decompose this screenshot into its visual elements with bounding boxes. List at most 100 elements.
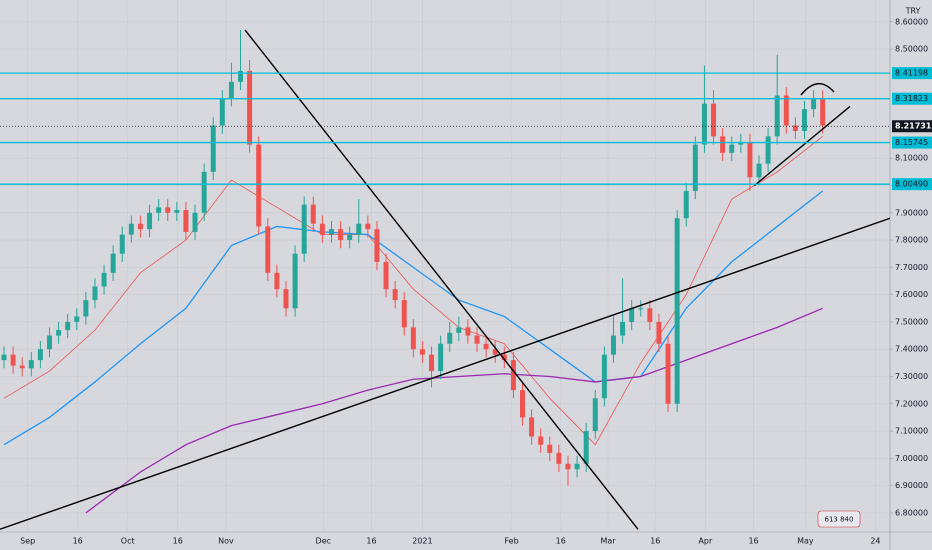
candle-body bbox=[629, 308, 635, 322]
candle-body bbox=[265, 226, 271, 273]
y-tick-label: 7.20000 bbox=[895, 399, 928, 408]
x-tick-label: 16 bbox=[556, 537, 566, 546]
level-label-box bbox=[892, 67, 932, 80]
level-label: 8.41198 bbox=[895, 69, 928, 78]
plot-area bbox=[0, 29, 890, 530]
candle-body bbox=[365, 223, 371, 230]
candle-body bbox=[183, 210, 189, 232]
candle-body bbox=[292, 253, 298, 309]
candle-body bbox=[338, 229, 344, 241]
arc-drawing bbox=[800, 83, 835, 96]
candle-body bbox=[56, 330, 62, 336]
y-tick-label: 6.80000 bbox=[895, 508, 928, 517]
candle-body bbox=[438, 343, 444, 372]
candle-body bbox=[392, 289, 398, 301]
candle-body bbox=[301, 204, 307, 254]
y-tick-label: 6.90000 bbox=[895, 481, 928, 490]
trendline bbox=[0, 217, 890, 530]
x-tick-label: 24 bbox=[870, 537, 880, 546]
candle-body bbox=[520, 390, 526, 418]
candle-body bbox=[274, 272, 280, 290]
y-tick-label: 7.40000 bbox=[895, 345, 928, 354]
candle-body bbox=[547, 444, 553, 453]
candle-body bbox=[429, 354, 435, 372]
x-tick-label: Oct bbox=[121, 537, 135, 546]
moving-average bbox=[3, 190, 824, 446]
level-label: 8.15745 bbox=[895, 138, 928, 147]
y-tick-label: 8.10000 bbox=[895, 154, 928, 163]
candle-body bbox=[574, 463, 580, 470]
candle-body bbox=[820, 98, 826, 126]
candle-body bbox=[46, 335, 52, 350]
candle-body bbox=[128, 223, 134, 235]
candle-body bbox=[801, 109, 807, 131]
candle-body bbox=[19, 365, 25, 369]
x-tick-label: Nov bbox=[218, 537, 234, 546]
candle-body bbox=[247, 70, 253, 145]
level-label: 8.00490 bbox=[895, 180, 928, 189]
candle-body bbox=[137, 223, 143, 230]
candle-body bbox=[347, 234, 353, 241]
candle-body bbox=[192, 212, 198, 232]
candle-body bbox=[147, 212, 153, 230]
candle-body bbox=[401, 300, 407, 328]
x-tick-label: 16 bbox=[366, 537, 376, 546]
candle-body bbox=[356, 223, 362, 235]
candle-body bbox=[774, 95, 780, 137]
candle-body bbox=[738, 141, 744, 145]
x-tick-label: Feb bbox=[505, 537, 519, 546]
candle-body bbox=[119, 234, 125, 254]
moving-average bbox=[85, 307, 823, 514]
trendline bbox=[244, 29, 639, 530]
x-tick-label: Mar bbox=[600, 537, 616, 546]
level-label: 8.31823 bbox=[895, 94, 928, 103]
y-tick-label: 7.70000 bbox=[895, 263, 928, 272]
last-price-box bbox=[892, 120, 932, 133]
candle-body bbox=[83, 300, 89, 317]
candle-body bbox=[92, 286, 98, 301]
candle-body bbox=[210, 125, 216, 172]
x-tick-label: 16 bbox=[73, 537, 83, 546]
moving-average bbox=[3, 136, 823, 446]
candle-body bbox=[28, 360, 34, 369]
candle-body bbox=[729, 144, 735, 153]
badge: 613 840 bbox=[825, 516, 854, 524]
level-label-box bbox=[892, 92, 932, 105]
candle-body bbox=[410, 327, 416, 350]
y-tick-label: 7.30000 bbox=[895, 372, 928, 381]
x-tick-label: Apr bbox=[698, 537, 713, 546]
candle-body bbox=[456, 327, 462, 333]
x-tick-label: 16 bbox=[650, 537, 660, 546]
candle-body bbox=[811, 98, 817, 110]
candle-body bbox=[674, 218, 680, 404]
candle-body bbox=[501, 354, 507, 361]
badge-box bbox=[817, 510, 861, 528]
candle-body bbox=[110, 253, 116, 273]
currency-unit: TRY bbox=[905, 7, 921, 16]
candle-body bbox=[419, 349, 425, 355]
candle-body bbox=[228, 81, 234, 99]
candle-body bbox=[638, 308, 644, 310]
candle-body bbox=[65, 321, 71, 331]
candle-body bbox=[10, 354, 16, 366]
candle-body bbox=[74, 316, 80, 322]
candle-body bbox=[238, 70, 244, 82]
candle-body bbox=[647, 308, 653, 322]
candle-body bbox=[174, 210, 180, 213]
candle-body bbox=[620, 321, 626, 336]
level-label-box bbox=[892, 178, 932, 191]
candle-body bbox=[711, 103, 717, 137]
x-tick-label: May bbox=[797, 537, 814, 546]
candle-body bbox=[720, 136, 726, 153]
candle-body bbox=[319, 223, 325, 235]
candle-body bbox=[656, 321, 662, 344]
x-tick-label: 16 bbox=[173, 537, 183, 546]
candle-body bbox=[583, 431, 589, 464]
candle-body bbox=[765, 136, 771, 164]
candle-body bbox=[510, 360, 516, 391]
x-tick-label: 2021 bbox=[412, 537, 432, 546]
candle-body bbox=[37, 349, 43, 361]
candle-body bbox=[683, 190, 689, 219]
trendline bbox=[754, 105, 851, 187]
